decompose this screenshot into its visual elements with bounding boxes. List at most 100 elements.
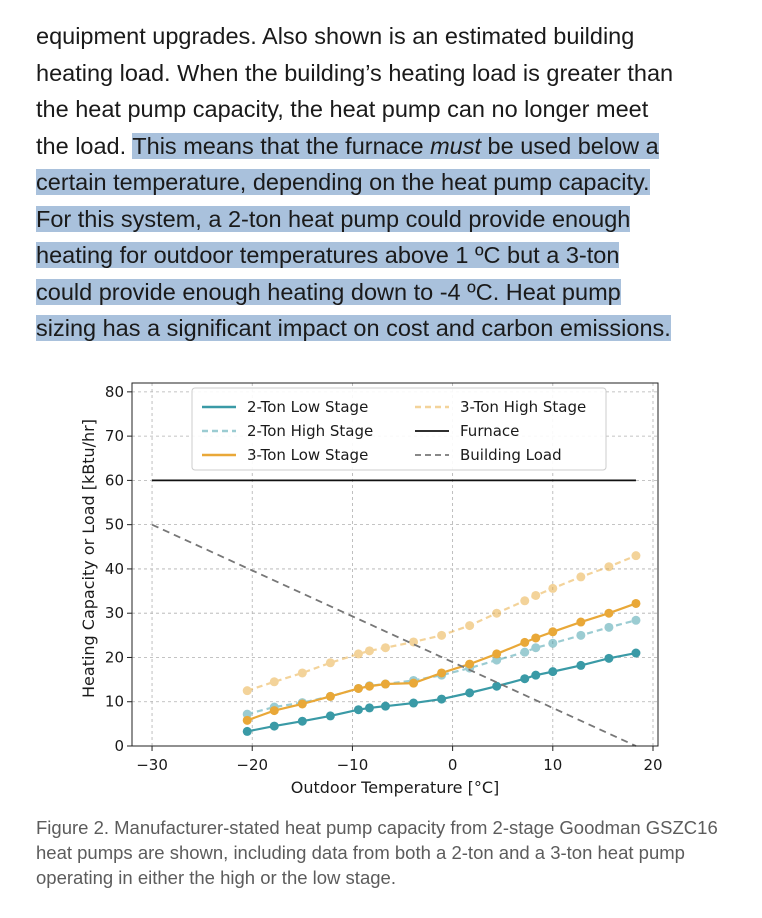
data-point [531, 590, 541, 600]
x-tick-label: 10 [543, 756, 562, 774]
highlighted-text: certain temperature, depending on the he… [36, 169, 650, 195]
series-building-load [151, 523, 637, 747]
x-tick-label: −10 [337, 756, 369, 774]
caption-line: heat pumps are shown, including data fro… [36, 842, 685, 863]
emphasis-text: must [430, 132, 482, 159]
data-point [437, 668, 447, 678]
body-line: heating load. When the building’s heatin… [36, 59, 674, 86]
y-tick-label: 60 [105, 471, 124, 489]
legend-label: 3-Ton High Stage [460, 398, 586, 416]
data-point [353, 683, 363, 693]
data-point [364, 681, 374, 691]
body-line: For this system, a 2-ton heat pump could… [36, 201, 736, 238]
data-point [409, 698, 419, 708]
data-point [576, 617, 586, 627]
data-point [325, 691, 335, 701]
data-point [353, 705, 363, 715]
data-point [631, 551, 641, 561]
legend-label: Furnace [460, 422, 519, 440]
y-tick-label: 50 [105, 516, 124, 534]
data-point [269, 721, 279, 731]
figure-chart: −30 −20 −10 0 10 20 0 10 20 30 40 50 60 70 80 Outdoor T… [70, 376, 670, 806]
body-line: equipment upgrades. Also shown is an est… [36, 23, 635, 49]
data-point [492, 681, 502, 691]
data-point [409, 637, 419, 647]
body-line: could provide enough heating down to -4 … [36, 274, 736, 311]
y-tick-label: 20 [105, 648, 124, 666]
series-2-ton-low-stage [242, 648, 641, 736]
data-point [353, 649, 363, 659]
x-tick-label: 0 [448, 756, 458, 774]
data-point [631, 598, 641, 608]
highlighted-text: This means that the furnace must be used… [132, 132, 659, 159]
legend-label: Building Load [460, 446, 562, 464]
data-point [297, 699, 307, 709]
data-point [520, 647, 530, 657]
data-point [242, 709, 252, 719]
data-point [437, 630, 447, 640]
data-point [531, 643, 541, 653]
capacity-chart: −30 −20 −10 0 10 20 0 10 20 30 40 50 60 70 80 Outdoor T… [79, 382, 663, 797]
highlighted-text: could provide enough heating down to -4 … [36, 278, 621, 305]
data-point [520, 596, 530, 606]
body-line: certain temperature, depending on the he… [36, 164, 736, 201]
body-line: heating for outdoor temperatures above 1… [36, 237, 736, 274]
highlighted-text: sizing has a significant impact on cost … [36, 315, 671, 341]
data-point [548, 638, 558, 648]
data-point [631, 648, 641, 658]
series-3-ton-low-stage [242, 598, 641, 725]
y-axis-label: Heating Capacity or Load [kBtu/hr] [79, 419, 98, 698]
data-point [465, 659, 475, 669]
data-point [604, 562, 614, 572]
data-point [269, 706, 279, 716]
data-point [492, 655, 502, 665]
y-tick-label: 30 [105, 604, 124, 622]
data-point [409, 678, 419, 688]
data-point [631, 615, 641, 625]
data-point [492, 649, 502, 659]
data-point [520, 674, 530, 684]
highlighted-text: For this system, a 2-ton heat pump could… [36, 205, 631, 232]
y-tick-label: 40 [105, 560, 124, 578]
highlighted-text: heating for outdoor temperatures above 1… [36, 242, 620, 268]
data-point [604, 622, 614, 632]
data-point [604, 653, 614, 663]
data-point [242, 726, 252, 736]
series-line [151, 523, 637, 747]
legend-box [191, 387, 607, 471]
data-point [520, 637, 530, 647]
x-tick-label: −20 [236, 756, 268, 774]
data-point [242, 715, 252, 725]
x-axis-label: Outdoor Temperature [°C] [291, 778, 500, 797]
x-tick-label: 20 [643, 756, 662, 774]
data-point [297, 716, 307, 726]
data-point [364, 646, 374, 656]
data-point [604, 608, 614, 618]
body-line: the heat pump capacity, the heat pump ca… [36, 96, 649, 122]
body-line: sizing has a significant impact on cost … [36, 310, 736, 347]
data-point [548, 627, 558, 637]
data-point [380, 701, 390, 711]
data-point [576, 660, 586, 670]
data-point [437, 694, 447, 704]
data-point [325, 711, 335, 721]
data-point [465, 621, 475, 631]
body-line: the load. This means that the furnace mu… [36, 132, 659, 159]
data-point [380, 643, 390, 653]
x-tick-label: −30 [136, 756, 168, 774]
caption-line: operating in either the high or the low … [36, 867, 396, 888]
data-point [364, 703, 374, 713]
data-point [531, 670, 541, 680]
data-point [492, 608, 502, 618]
data-point [297, 668, 307, 678]
data-point [325, 658, 335, 668]
legend: 2-Ton Low Stage 2-Ton High Stage 3-Ton Low… [191, 387, 607, 471]
caption-line: Figure 2. Manufacturer-stated heat pump … [36, 817, 718, 838]
y-tick-label: 10 [105, 693, 124, 711]
series-3-ton-high-stage [242, 551, 641, 696]
data-point [380, 679, 390, 689]
data-point [465, 688, 475, 698]
figure-caption: Figure 2. Manufacturer-stated heat pump … [36, 815, 736, 890]
y-tick-label: 80 [105, 383, 124, 401]
data-point [548, 583, 558, 593]
